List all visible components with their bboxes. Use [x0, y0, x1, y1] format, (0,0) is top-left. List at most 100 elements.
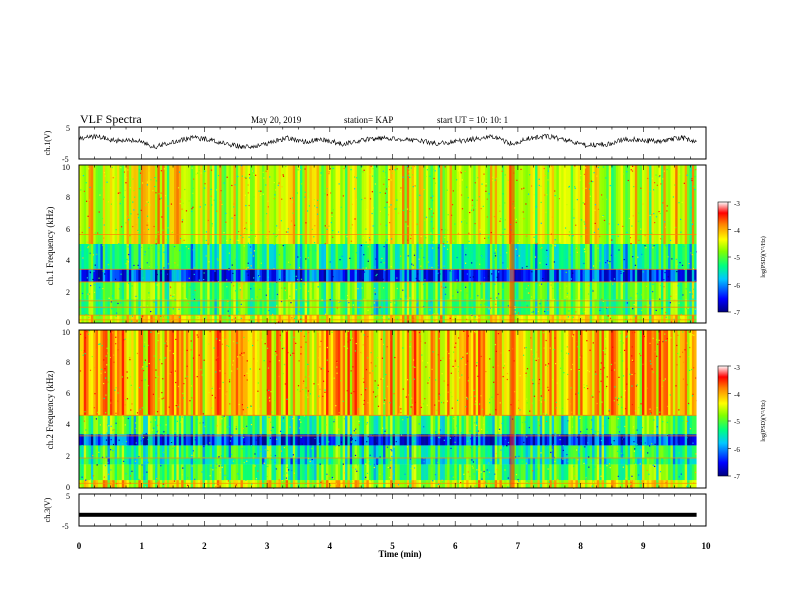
spectrogram-speckle: [390, 301, 392, 303]
spectrogram-speckle: [631, 170, 634, 172]
spectrogram-speckle: [155, 198, 157, 200]
spectrogram-speckle: [227, 310, 229, 312]
spectrogram-cell: [316, 330, 320, 416]
spectrogram-cell: [202, 330, 206, 416]
spectrogram-speckle: [237, 175, 239, 178]
spectrogram-cell: [278, 330, 282, 416]
spectrogram-speckle: [651, 213, 653, 216]
spectrogram-speckle: [605, 177, 607, 179]
spectrogram-cell: [117, 457, 120, 465]
spectrogram-cell: [489, 457, 493, 465]
spectrogram-speckle: [244, 227, 246, 229]
spectrogram-speckle: [633, 304, 635, 306]
spectrogram-cell: [333, 281, 336, 300]
spectrogram-cell: [247, 445, 251, 458]
spectrogram-cell: [575, 330, 579, 416]
spectrogram-cell: [487, 315, 491, 323]
spectrogram-cell: [280, 165, 284, 244]
spectrogram-speckle: [411, 174, 414, 176]
spectrogram-cell: [618, 464, 621, 481]
spectrogram-speckle: [575, 311, 577, 313]
spectrogram-speckle: [471, 209, 473, 211]
spectrogram-cell: [682, 330, 685, 416]
spectrogram-cell: [304, 269, 308, 282]
spectrogram-speckle: [412, 186, 414, 188]
spectrogram-cell: [530, 415, 533, 435]
spectrogram-cell: [461, 330, 465, 416]
spectrogram-cell: [577, 415, 581, 435]
spectrogram-cell: [242, 269, 246, 282]
spectrogram-cell: [147, 445, 151, 458]
spectrogram-cell: [663, 281, 666, 300]
spectrogram-speckle: [268, 288, 270, 290]
spectrogram-speckle: [570, 278, 573, 280]
spectrogram-cell: [109, 244, 113, 270]
spectrogram-speckle: [210, 169, 213, 171]
spectrogram-speckle: [361, 198, 363, 201]
spectrogram-cell: [580, 457, 583, 465]
spectrogram-cell: [544, 434, 548, 446]
spectrogram-speckle: [197, 172, 199, 174]
spectrogram-speckle: [582, 187, 584, 189]
spectrogram-cell: [385, 434, 388, 446]
spectrogram-speckle: [515, 218, 517, 220]
spectrogram-cell: [193, 457, 196, 465]
figure-title: VLF Spectra: [80, 112, 142, 126]
spectrogram-cell: [668, 480, 671, 488]
spectrogram-cell: [209, 165, 213, 244]
spectrogram-cell: [679, 415, 683, 435]
spectrogram-cell: [423, 281, 427, 300]
spectrogram-cell: [459, 480, 462, 488]
spectrogram-cell: [373, 415, 377, 435]
spectrogram-cell: [639, 330, 643, 416]
spectrogram-cell: [423, 445, 427, 458]
spectrogram-cell: [637, 165, 640, 244]
spectrogram-cell: [254, 315, 258, 323]
spectrogram-cell: [359, 244, 362, 270]
spectrogram-cell: [117, 315, 120, 323]
spectrogram-cell: [644, 281, 647, 300]
spectrogram-speckle: [88, 316, 90, 319]
spectrogram-cell: [126, 244, 130, 270]
spectrogram-cell: [603, 434, 607, 446]
spectrogram-cell: [112, 434, 115, 446]
spectrogram-speckle: [126, 258, 128, 261]
spectrogram-cell: [364, 464, 367, 481]
spectrogram-cell: [238, 330, 241, 416]
spectrogram-cell: [316, 480, 320, 488]
spectrogram-cell: [461, 445, 465, 458]
spectrogram-speckle: [489, 307, 491, 310]
spectrogram-cell: [532, 269, 536, 282]
spectrogram-cell: [544, 457, 548, 465]
spectrogram-cell: [506, 480, 510, 488]
spectrogram-cell: [589, 464, 593, 481]
spectrogram-cell: [269, 445, 272, 458]
spectrogram-cell: [687, 445, 690, 458]
spectrogram-speckle: [337, 301, 339, 303]
spectrogram-speckle: [331, 212, 333, 214]
spectrogram-cell: [523, 480, 526, 488]
spectrogram-cell: [330, 457, 334, 465]
spectrogram-cell: [385, 464, 388, 481]
spectrogram-cell: [188, 445, 191, 458]
spectrogram-cell: [480, 269, 484, 282]
spectrogram-cell: [518, 165, 522, 244]
spectrogram-cell: [128, 445, 132, 458]
spectrogram-cell: [608, 415, 612, 435]
spectrogram-speckle: [372, 225, 374, 227]
spectrogram-speckle: [526, 235, 528, 237]
spectrogram-cell: [658, 415, 662, 435]
spectrogram-cell: [561, 415, 564, 435]
spectrogram-cell: [342, 330, 346, 416]
spectrogram-cell: [670, 244, 674, 270]
spectrogram-cell: [601, 415, 605, 435]
spectrogram-cell: [611, 315, 614, 323]
spectrogram-cell: [321, 415, 324, 435]
spectrogram-cell: [527, 315, 531, 323]
spectrogram-cell: [143, 464, 146, 481]
spectrogram-cell: [423, 457, 427, 465]
spectrogram-speckle: [285, 165, 287, 168]
spectrogram-cell: [285, 165, 289, 244]
spectrogram-cell: [497, 165, 500, 244]
spectrogram-cell: [589, 330, 593, 416]
